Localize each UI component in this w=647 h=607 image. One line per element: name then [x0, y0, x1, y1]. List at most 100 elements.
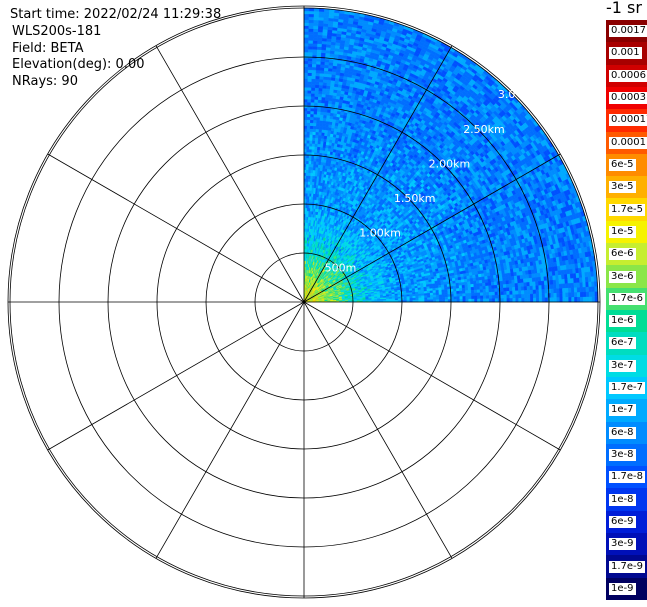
data-cell — [303, 78, 309, 82]
data-cell — [310, 113, 315, 118]
data-cell — [313, 25, 319, 30]
data-cell — [314, 146, 318, 150]
data-cell — [303, 28, 309, 32]
data-cell — [313, 10, 320, 15]
data-cell — [309, 128, 314, 132]
data-cell — [319, 120, 324, 124]
data-cell — [316, 117, 321, 121]
data-cell — [321, 99, 326, 104]
data-cell — [319, 70, 325, 74]
data-cell — [305, 175, 309, 179]
data-cell — [309, 131, 314, 135]
data-cell — [318, 25, 324, 30]
data-cell — [310, 107, 315, 112]
data-cell — [312, 60, 317, 65]
data-cell — [311, 81, 316, 85]
data-cell — [320, 108, 325, 113]
data-cell — [312, 54, 318, 59]
data-cell — [318, 93, 323, 98]
data-cell — [310, 99, 315, 103]
data-cell — [315, 84, 320, 89]
data-cells — [303, 7, 599, 303]
data-cell — [314, 96, 319, 100]
data-cell — [303, 63, 309, 68]
data-cell — [321, 52, 326, 57]
data-cell — [312, 134, 316, 138]
data-cell — [310, 101, 315, 106]
data-cell — [303, 43, 309, 47]
data-cell — [317, 40, 323, 45]
data-cell — [309, 122, 314, 127]
data-cell — [315, 72, 321, 77]
data-cell — [312, 63, 317, 68]
data-cell — [313, 22, 319, 27]
data-cell — [305, 190, 309, 194]
data-cell — [317, 137, 322, 142]
data-cell — [303, 19, 310, 23]
data-cell — [308, 178, 311, 182]
data-cell — [303, 113, 308, 118]
data-cell — [318, 134, 322, 139]
data-cell — [303, 31, 309, 35]
data-cell — [319, 78, 324, 83]
data-cell — [303, 16, 310, 21]
data-cell — [306, 128, 311, 132]
data-cell — [303, 57, 309, 62]
data-cell — [307, 66, 313, 71]
data-cell — [316, 119, 321, 124]
data-cell — [308, 25, 314, 29]
data-cell — [319, 114, 324, 119]
data-cell — [317, 31, 324, 36]
data-cell — [306, 143, 310, 147]
data-cell — [315, 66, 321, 71]
data-cell — [312, 140, 316, 144]
data-cell — [308, 175, 311, 179]
data-cell — [306, 172, 309, 176]
data-cell — [303, 122, 308, 126]
data-cell — [309, 140, 313, 144]
data-cell — [318, 16, 325, 21]
data-cell — [310, 96, 315, 100]
data-cell — [306, 157, 310, 162]
data-cell — [320, 64, 325, 68]
data-cell — [307, 63, 313, 68]
data-cell — [318, 87, 323, 92]
data-cell — [303, 51, 309, 56]
data-cell — [318, 128, 323, 133]
data-cell — [307, 90, 312, 94]
data-cell — [310, 116, 314, 121]
data-cell — [312, 57, 317, 62]
data-cell — [303, 134, 308, 138]
data-cell — [303, 137, 308, 141]
data-cell — [303, 34, 309, 38]
data-cell — [306, 140, 310, 144]
data-cell — [317, 99, 322, 104]
data-cell — [308, 31, 314, 35]
data-cell — [307, 113, 311, 118]
data-cell — [308, 169, 312, 174]
data-cell — [307, 107, 311, 112]
data-cell — [314, 102, 319, 106]
data-cell — [313, 28, 319, 33]
data-cell — [303, 107, 308, 112]
data-cell — [309, 137, 313, 141]
data-cell — [303, 140, 308, 144]
data-cell — [307, 104, 312, 109]
data-cell — [311, 149, 315, 153]
data-cell — [307, 81, 312, 85]
data-cell — [303, 7, 310, 12]
data-cell — [309, 125, 314, 129]
data-cell — [303, 22, 310, 26]
data-cell — [313, 16, 320, 21]
data-cell — [316, 49, 322, 53]
data-cell — [308, 13, 315, 18]
data-cell — [303, 60, 309, 65]
data-cell — [312, 128, 317, 133]
data-cell — [311, 146, 316, 150]
data-cell — [319, 123, 323, 127]
data-cell — [317, 34, 323, 39]
data-cell — [303, 125, 308, 129]
data-cell — [311, 78, 316, 83]
data-cell — [309, 146, 313, 150]
